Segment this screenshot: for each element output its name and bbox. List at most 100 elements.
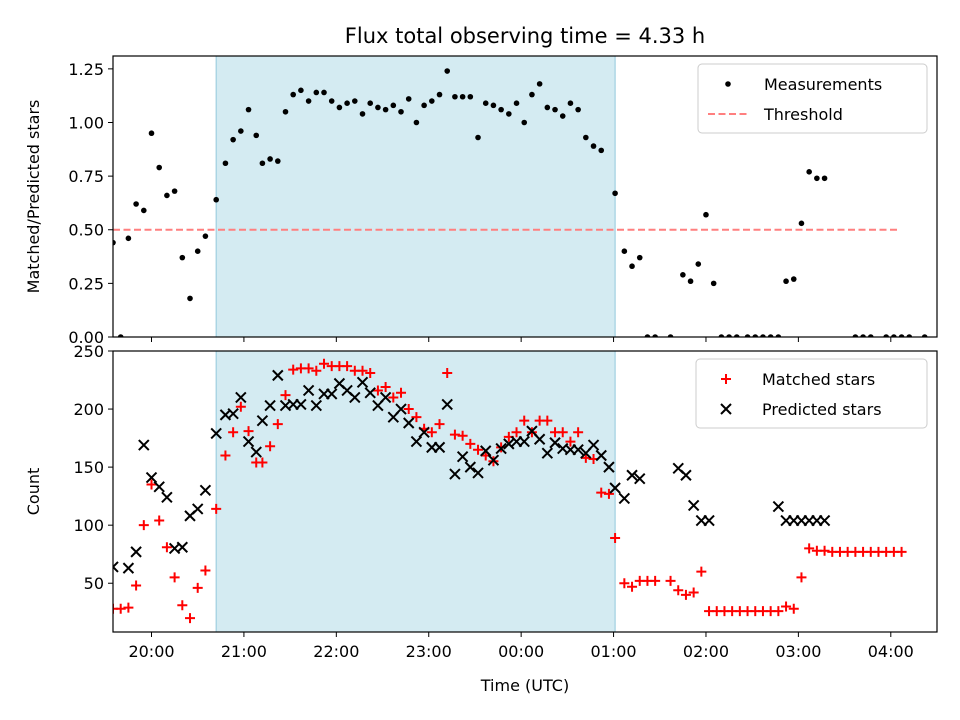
data-point <box>695 261 702 267</box>
data-point <box>518 435 530 448</box>
data-point <box>395 403 407 415</box>
data-point <box>710 280 717 287</box>
data-point <box>798 220 805 227</box>
data-point <box>227 407 239 420</box>
legend-swatch <box>721 374 731 384</box>
data-point <box>257 457 268 468</box>
y-tick-label: 1.25 <box>68 60 104 79</box>
data-point <box>396 387 407 398</box>
data-point <box>275 158 281 164</box>
data-point <box>442 368 453 379</box>
data-point <box>687 278 694 285</box>
data-point <box>542 415 553 426</box>
data-point <box>125 235 132 242</box>
data-point <box>726 334 732 337</box>
data-point <box>767 334 774 337</box>
data-point <box>536 81 543 87</box>
data-point <box>744 334 751 337</box>
data-point <box>375 104 381 111</box>
data-point <box>379 391 392 404</box>
data-point <box>131 580 142 591</box>
data-point <box>652 334 658 337</box>
data-point <box>788 603 799 614</box>
data-point <box>587 439 600 451</box>
data-point <box>673 585 684 596</box>
data-point <box>898 334 905 337</box>
data-point <box>154 515 165 526</box>
data-point <box>575 106 581 113</box>
data-point <box>349 391 361 404</box>
data-point <box>325 388 338 400</box>
data-point <box>465 438 476 449</box>
legend-label: Predicted stars <box>762 400 882 419</box>
data-point <box>883 334 889 337</box>
data-point <box>498 106 504 113</box>
data-point <box>441 398 453 411</box>
data-point <box>760 334 766 337</box>
x-tick-label: 21:00 <box>221 642 267 661</box>
data-point <box>626 469 638 481</box>
data-point <box>230 136 236 143</box>
y-tick-label: 50 <box>84 574 104 593</box>
data-point <box>388 392 399 403</box>
data-point <box>264 399 276 412</box>
data-point <box>382 106 389 113</box>
data-point <box>473 444 484 455</box>
data-point <box>303 363 314 374</box>
data-point <box>245 106 252 113</box>
data-point <box>567 100 574 106</box>
data-point <box>213 196 219 203</box>
data-point <box>464 461 477 473</box>
data-point <box>357 365 368 376</box>
data-point <box>573 427 584 438</box>
data-point <box>356 376 369 389</box>
data-point <box>336 104 343 111</box>
data-point <box>311 365 322 376</box>
legend-box <box>697 63 928 134</box>
data-point <box>405 96 412 102</box>
data-point <box>503 438 515 450</box>
data-point <box>519 415 530 426</box>
data-point <box>413 119 420 126</box>
data-point <box>636 254 643 261</box>
data-point <box>612 190 618 197</box>
panel-1: 0.00 0.25 0.50 0.75 1.00 1.25 Matched/Predicte… <box>24 55 938 347</box>
data-point <box>821 175 828 182</box>
data-point <box>176 541 189 553</box>
data-point <box>490 102 497 109</box>
y-tick-label: 0.50 <box>68 221 104 240</box>
data-point <box>365 368 376 379</box>
data-point <box>313 89 320 96</box>
data-point <box>138 520 149 531</box>
data-point <box>436 91 443 98</box>
y-tick-label: 150 <box>73 458 104 477</box>
data-point <box>156 164 163 171</box>
data-point <box>123 602 134 613</box>
axes-frame <box>112 55 938 338</box>
data-point <box>433 441 446 454</box>
data-point <box>557 427 568 438</box>
data-point <box>680 469 692 481</box>
data-point <box>627 581 638 592</box>
data-point <box>796 572 807 583</box>
panel-2: 50 100 150 200 250 20:00 21:00 22:00 23:00 00:00 0… <box>24 342 938 695</box>
data-point <box>541 447 554 459</box>
data-point <box>495 442 507 455</box>
data-point <box>146 479 157 490</box>
data-point <box>210 427 222 440</box>
data-point <box>164 192 170 199</box>
data-point <box>444 68 451 74</box>
data-point <box>559 113 566 119</box>
data-point <box>194 248 201 254</box>
data-point <box>410 435 423 448</box>
data-point <box>860 334 866 337</box>
data-point <box>185 613 196 624</box>
data-point <box>145 471 158 484</box>
data-point <box>781 601 792 612</box>
data-point <box>138 439 150 451</box>
data-point <box>552 106 558 113</box>
data-point <box>703 514 715 527</box>
data-point <box>200 565 211 576</box>
data-point <box>634 473 646 485</box>
